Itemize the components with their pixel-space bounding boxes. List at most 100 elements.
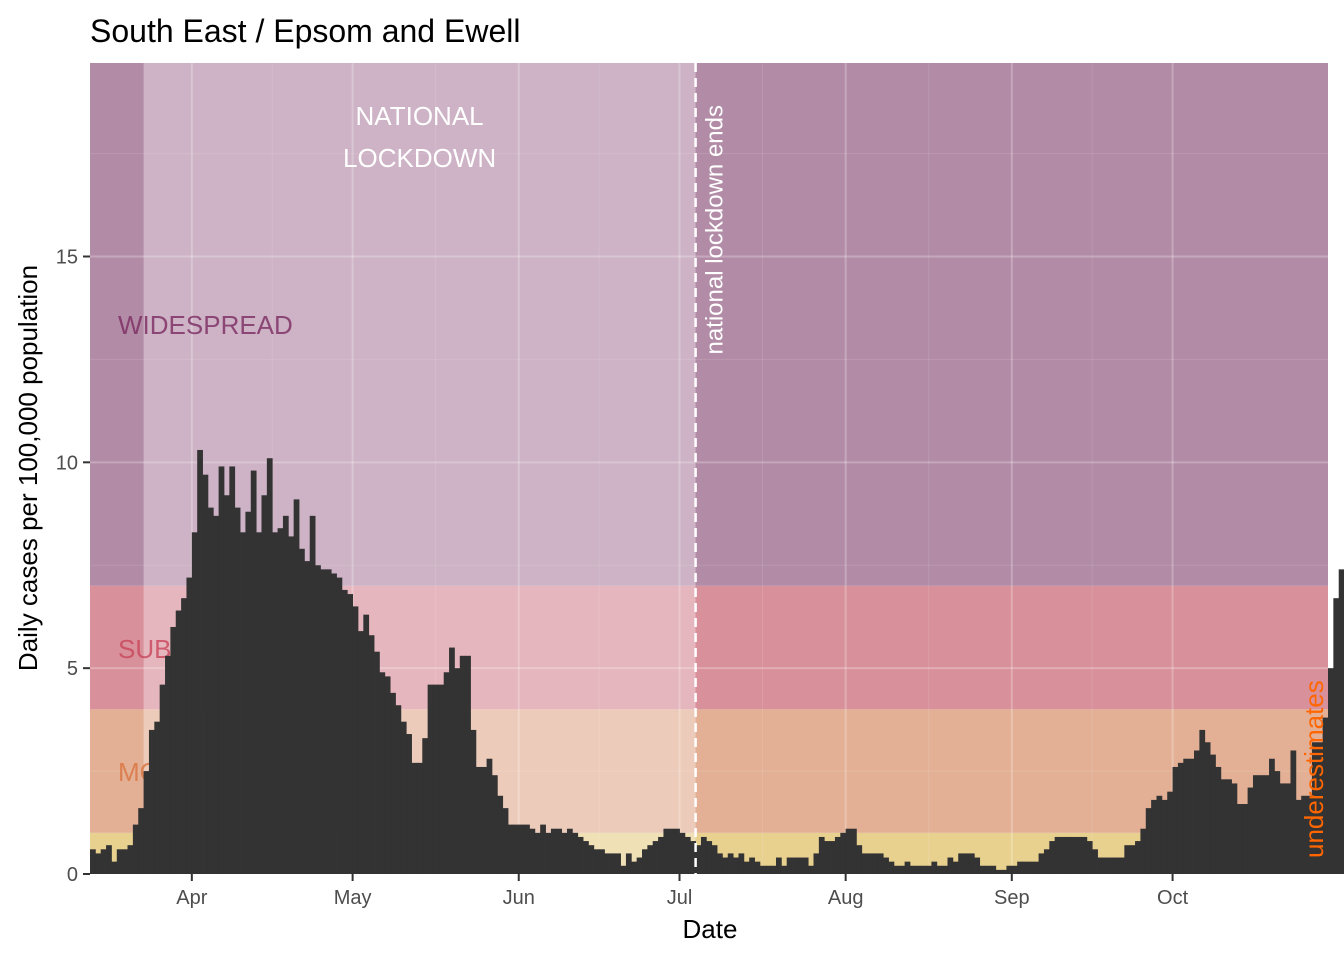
bar — [818, 836, 825, 874]
bar — [647, 845, 654, 874]
bar — [968, 853, 975, 874]
bar — [497, 795, 504, 874]
bar — [207, 507, 214, 874]
bar — [695, 845, 702, 874]
bar — [658, 836, 664, 874]
bar — [620, 865, 627, 874]
y-axis: 0 5 10 15 — [56, 246, 90, 886]
bar — [599, 849, 605, 874]
bar — [690, 841, 697, 874]
bar — [1183, 758, 1190, 874]
bar — [625, 853, 632, 874]
bar — [347, 594, 354, 874]
bar — [309, 515, 316, 874]
bar — [470, 729, 477, 874]
x-axis-title: Date — [683, 914, 738, 944]
band-label-widespread: WIDESPREAD — [118, 310, 293, 340]
bar — [679, 832, 686, 874]
bar — [148, 729, 155, 874]
bar — [1215, 766, 1222, 874]
bar — [1252, 775, 1259, 874]
bar — [615, 853, 621, 874]
bar — [181, 598, 187, 874]
bar — [915, 865, 922, 874]
bar — [465, 655, 471, 874]
bar — [1226, 779, 1232, 874]
bar — [1017, 861, 1023, 874]
bar — [524, 824, 530, 874]
bar — [1065, 836, 1072, 874]
bar — [813, 853, 820, 874]
bar — [395, 705, 402, 874]
bar — [502, 808, 509, 874]
bar — [593, 849, 600, 874]
bar — [1290, 750, 1297, 874]
bar — [963, 853, 970, 874]
bar — [572, 832, 579, 874]
bar — [958, 853, 964, 874]
bar — [674, 828, 680, 874]
x-tick-label: Oct — [1157, 887, 1189, 909]
bar — [856, 845, 863, 874]
bar — [1220, 779, 1227, 874]
bar — [631, 861, 638, 874]
bar — [325, 569, 332, 874]
bar — [1092, 849, 1098, 874]
bar — [229, 466, 236, 874]
bar — [427, 684, 434, 874]
bar — [936, 865, 943, 874]
bar — [529, 828, 536, 874]
bars — [90, 449, 1344, 874]
bar — [577, 836, 584, 874]
bar — [127, 845, 134, 874]
bar — [1167, 791, 1173, 874]
bar — [781, 865, 788, 874]
bar — [406, 734, 412, 874]
bar — [717, 853, 723, 874]
bar — [154, 721, 161, 874]
bar — [1033, 861, 1039, 874]
bar — [770, 865, 777, 874]
bar — [256, 532, 262, 874]
bar — [1177, 762, 1184, 874]
bar — [851, 828, 857, 874]
bar — [223, 495, 230, 874]
x-tick-label: Jun — [503, 887, 535, 909]
x-tick-label: Aug — [828, 887, 864, 909]
bar — [1022, 861, 1029, 874]
underestimates-label: underestimates — [1299, 680, 1329, 858]
y-tick-label: 5 — [67, 658, 78, 680]
bar — [111, 861, 118, 874]
bar — [888, 861, 895, 874]
bar — [277, 528, 284, 874]
bar — [1097, 857, 1104, 874]
bar — [384, 676, 391, 874]
bar — [1258, 775, 1265, 874]
bar — [727, 853, 734, 874]
bar — [824, 841, 830, 874]
bar — [363, 614, 370, 874]
bar — [454, 668, 461, 874]
bar — [786, 857, 793, 874]
bar — [802, 857, 809, 874]
bar — [733, 857, 739, 874]
bar — [106, 845, 112, 874]
x-tick-label: Sep — [994, 887, 1030, 909]
bar — [1006, 865, 1013, 874]
bar — [797, 857, 804, 874]
bar — [893, 865, 900, 874]
bar — [642, 849, 648, 874]
bar — [1145, 808, 1152, 874]
bar — [759, 865, 766, 874]
bar — [583, 841, 589, 874]
bar — [974, 857, 981, 874]
bar — [534, 832, 541, 874]
lockdown-end-label: national lockdown ends — [702, 105, 729, 355]
bar — [979, 865, 986, 874]
bar — [545, 832, 552, 874]
bar — [561, 832, 568, 874]
bar — [1156, 795, 1163, 874]
bar — [261, 495, 268, 874]
bar — [202, 474, 209, 874]
bar — [240, 532, 246, 874]
